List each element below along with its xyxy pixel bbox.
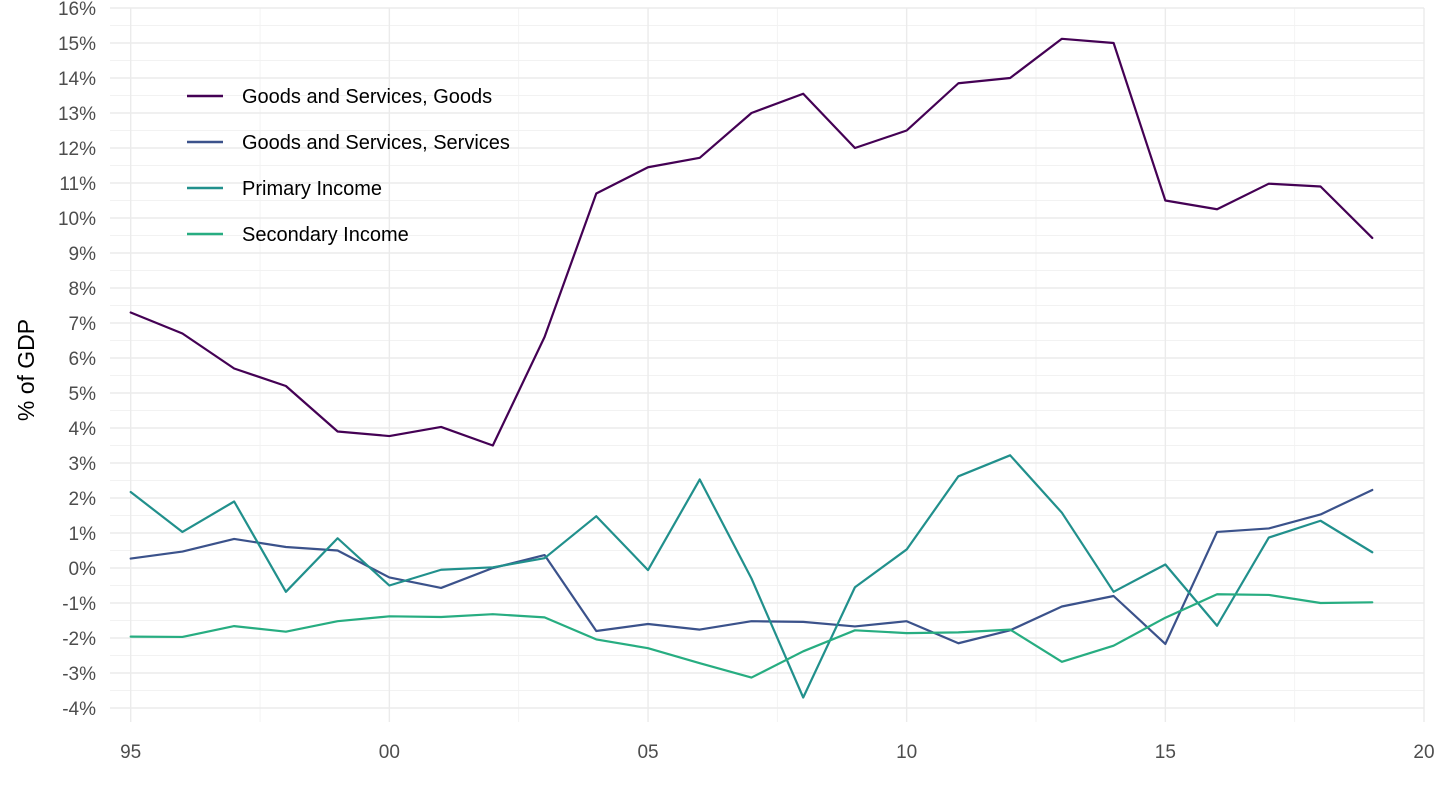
legend-item: Goods and Services, Services [187,132,510,154]
legend-label: Goods and Services, Services [242,132,510,154]
y-tick-label: 16% [58,0,96,20]
y-tick-label: 10% [58,209,96,230]
y-tick-label: 1% [69,524,97,545]
y-tick-label: -2% [62,629,96,650]
y-tick-label: 7% [69,314,97,335]
legend-item: Primary Income [187,178,382,200]
x-tick-label: 10 [896,742,917,763]
legend-label: Primary Income [242,178,382,200]
x-axis: 95 00 05 10 15 20 [120,742,1434,763]
y-tick-label: 14% [58,69,96,90]
y-axis: -4% -3% -2% -1% 0% 1% 2% 3% 4% 5% 6% 7% 8% 9% 10% 11% 12… [58,0,96,720]
y-tick-label: 4% [69,419,97,440]
legend-label: Secondary Income [242,224,409,246]
y-tick-label: -3% [62,664,96,685]
x-tick-label: 20 [1413,742,1434,763]
grid-layer [110,7,1425,722]
legend: Goods and Services, Goods Goods and Servi… [187,86,510,246]
y-tick-label: 13% [58,104,96,125]
series-line-4 [129,593,1374,679]
y-tick-label: 2% [69,489,97,510]
y-tick-label: 6% [69,349,97,370]
x-tick-label: 00 [379,742,400,763]
legend-item: Goods and Services, Goods [187,86,492,108]
series-line-1 [129,37,1374,447]
series-line-3 [129,454,1374,699]
x-tick-label: 95 [120,742,141,763]
series-line-2 [129,488,1374,646]
y-tick-label: -4% [62,699,96,720]
y-tick-label: 5% [69,384,97,405]
x-tick-label: 05 [637,742,658,763]
y-tick-label: -1% [62,594,96,615]
y-axis-title: % of GDP [13,319,39,421]
x-tick-label: 15 [1155,742,1176,763]
y-tick-label: 3% [69,454,97,475]
legend-label: Goods and Services, Goods [242,86,492,108]
y-tick-label: 12% [58,139,96,160]
y-tick-label: 8% [69,279,97,300]
y-tick-label: 9% [69,244,97,265]
y-tick-label: 15% [58,34,96,55]
legend-item: Secondary Income [187,224,409,246]
series-layer [129,37,1374,699]
y-tick-label: 0% [69,559,97,580]
y-tick-label: 11% [59,174,96,195]
